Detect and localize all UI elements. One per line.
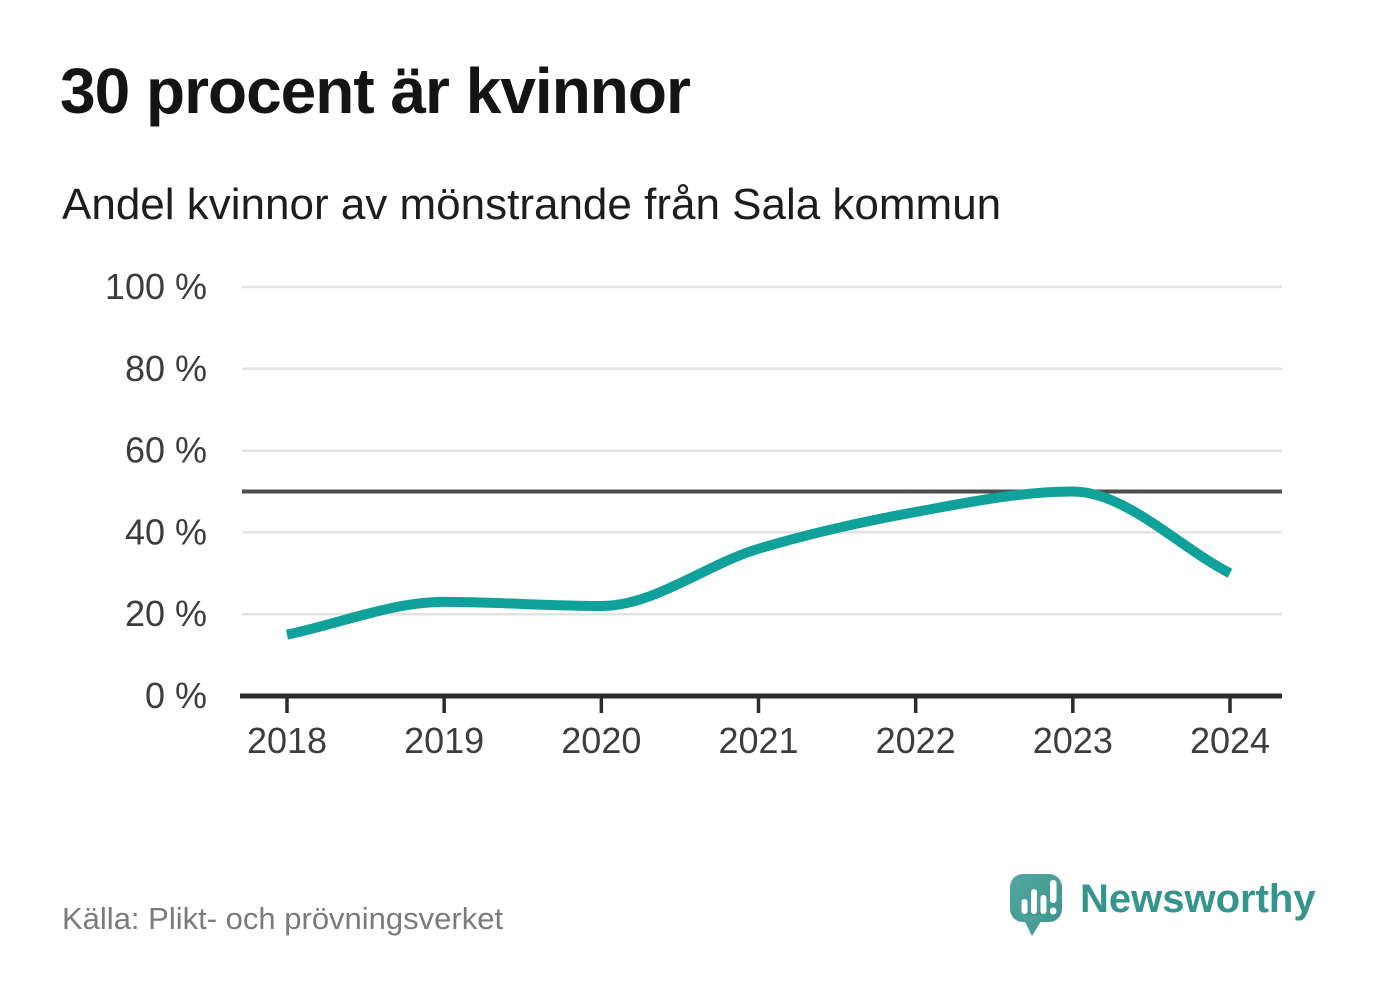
y-axis-tick-label: 40 %: [125, 511, 207, 552]
source-note: Källa: Plikt- och prövningsverket: [62, 901, 504, 936]
chart-subtitle: Andel kvinnor av mönstrande från Sala ko…: [62, 180, 1002, 229]
x-axis-tick-label: 2023: [1033, 720, 1113, 761]
newsworthy-wordmark: Newsworthy: [1080, 877, 1316, 921]
y-axis-tick-label: 0 %: [145, 675, 207, 716]
y-axis-tick-label: 60 %: [125, 430, 207, 471]
x-axis-tick-label: 2020: [561, 720, 641, 761]
newsworthy-logo: Newsworthy: [1010, 874, 1316, 938]
y-axis-tick-label: 80 %: [125, 348, 207, 389]
data-line-series: [285, 486, 1233, 640]
newsworthy-logo-mark-icon: [1010, 874, 1062, 936]
x-axis-tick-label: 2021: [718, 720, 798, 761]
x-axis-tick-label: 2024: [1190, 720, 1270, 761]
bar-chart-glyph-icon: [1021, 880, 1057, 915]
y-axis-tick-label: 20 %: [125, 593, 207, 634]
chart-title: 30 procent är kvinnor: [60, 55, 691, 127]
y-axis-tick-label: 100 %: [105, 266, 207, 307]
x-axis-tick-label: 2018: [247, 720, 327, 761]
x-axis-tick-label: 2019: [404, 720, 484, 761]
x-axis-tick-label: 2022: [876, 720, 956, 761]
